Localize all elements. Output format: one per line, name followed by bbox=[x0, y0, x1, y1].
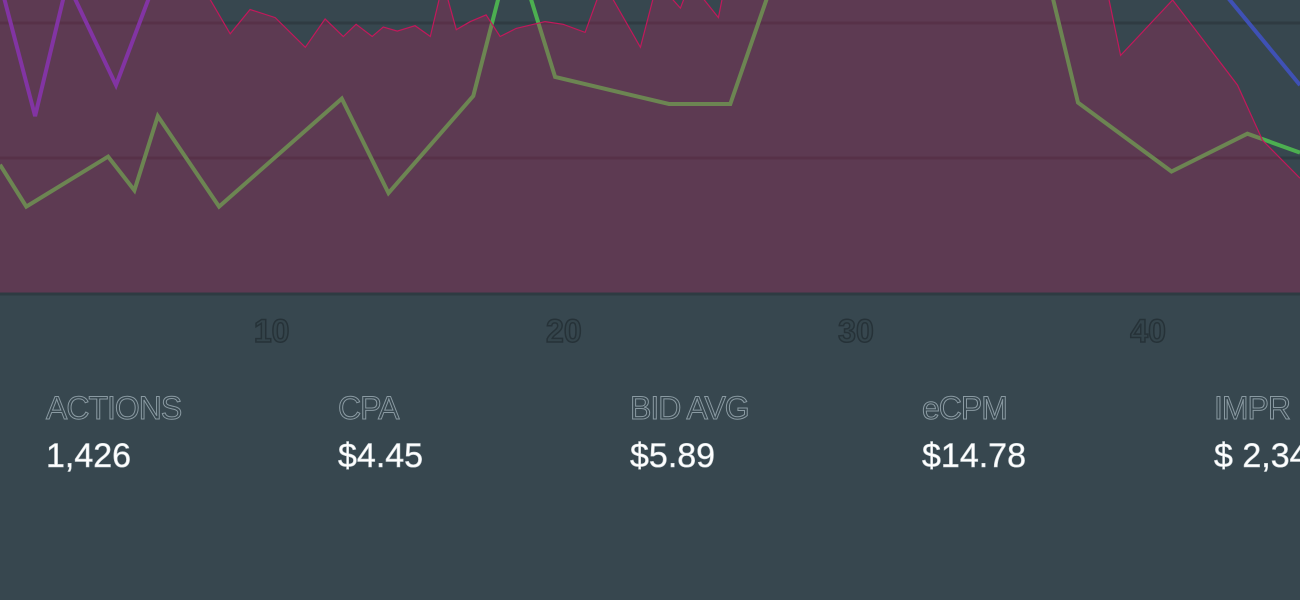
series-line bbox=[209, 0, 1300, 179]
plot-area bbox=[0, 0, 1300, 293]
x-tick-label: 20 bbox=[546, 313, 582, 349]
stat-value: $4.45 bbox=[338, 437, 424, 476]
stat-label: IMPR bbox=[1214, 390, 1292, 427]
stat-value: $ 2,34 bbox=[1214, 437, 1300, 476]
stat-label: eCPM bbox=[922, 390, 1009, 427]
stat: IMPR $ 2,34 bbox=[1214, 390, 1300, 476]
series-area bbox=[0, 0, 1300, 293]
stat: CPA $4.45 bbox=[337, 390, 424, 476]
stat-value: 1,426 bbox=[46, 437, 132, 476]
stat: ACTIONS 1,426 bbox=[45, 390, 182, 476]
stat-label: CPA bbox=[337, 390, 399, 427]
stat-label: BID AVG bbox=[630, 390, 751, 427]
stat-label: ACTIONS bbox=[45, 390, 182, 427]
series-line bbox=[2, 0, 151, 117]
stat: eCPM $14.78 bbox=[922, 390, 1027, 476]
series-line bbox=[0, 0, 1300, 210]
stat: BID AVG $5.89 bbox=[630, 390, 751, 476]
stat-value: $14.78 bbox=[922, 437, 1027, 476]
stat-value: $5.89 bbox=[630, 437, 716, 476]
x-tick-label: 40 bbox=[1130, 313, 1166, 349]
x-tick-label: 30 bbox=[838, 313, 874, 349]
x-tick-label: 10 bbox=[254, 313, 290, 349]
series-line bbox=[1227, 0, 1300, 87]
chart: 10 20 30 40 bbox=[0, 0, 1300, 350]
